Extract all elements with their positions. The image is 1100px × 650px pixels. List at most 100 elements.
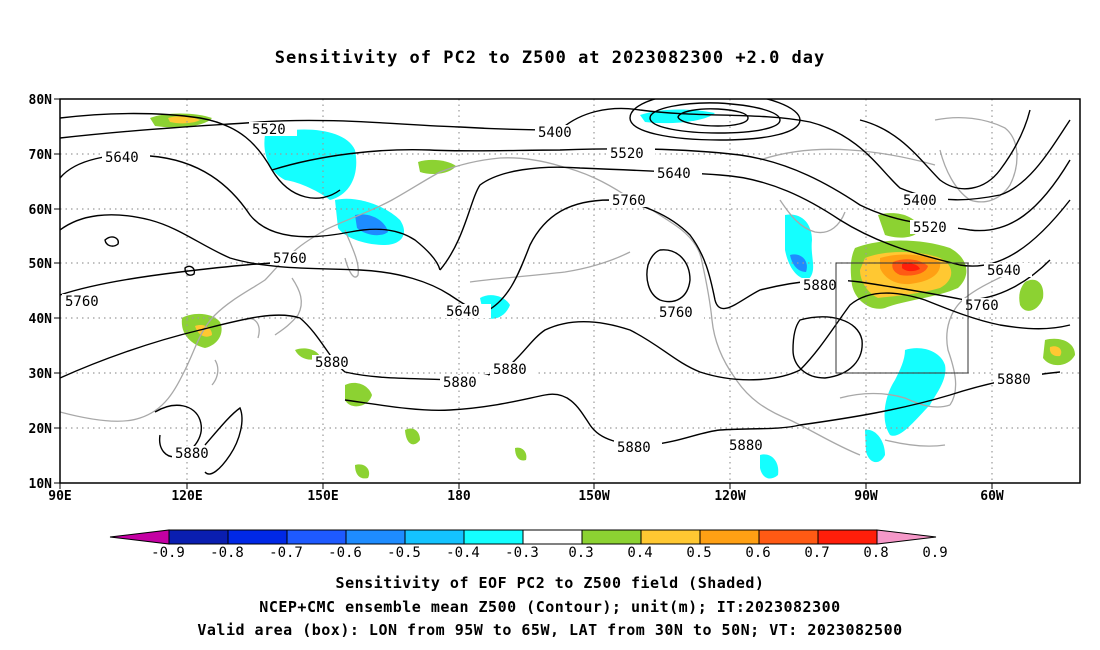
colorbar-label: -0.3 <box>505 545 539 561</box>
contour-5880-sw <box>154 404 202 458</box>
contour-label: 5880 <box>617 440 651 456</box>
positive-region-east <box>1019 279 1044 311</box>
contour-label: 5520 <box>252 122 286 138</box>
contour-label: 5880 <box>443 375 477 391</box>
caption-line-2: NCEP+CMC ensemble mean Z500 (Contour); u… <box>259 598 841 616</box>
contour-label: 5760 <box>65 294 99 310</box>
contour-label: 5760 <box>612 193 646 209</box>
lat-tick-label: 40N <box>29 312 53 327</box>
coastline-hudson <box>779 199 846 234</box>
contour-label: 5640 <box>446 304 480 320</box>
colorbar-arrow-left <box>109 529 170 545</box>
colorbar-label: 0.7 <box>804 545 829 561</box>
sensitivity-shading <box>150 109 1075 479</box>
lon-tick-label: 180 <box>447 489 471 504</box>
contour-label: 5640 <box>657 166 691 182</box>
contour-label: 5880 <box>997 372 1031 388</box>
lon-tick-label: 60W <box>980 489 1004 504</box>
contour-5880-east <box>799 292 1071 371</box>
contour-5400 <box>60 119 561 139</box>
colorbar-labels: -0.9 -0.8 -0.7 -0.6 -0.5 -0.4 -0.3 0.3 0… <box>151 545 948 561</box>
colorbar-label: -0.7 <box>269 545 303 561</box>
contour-small-closed <box>104 236 119 247</box>
colorbar-box <box>286 529 347 545</box>
colorbar-box <box>817 529 878 545</box>
contour-label: 5880 <box>315 355 349 371</box>
lat-tick-label: 80N <box>29 93 53 108</box>
colorbar-box <box>345 529 406 545</box>
map-title: Sensitivity of PC2 to Z500 at 2023082300… <box>274 48 826 68</box>
lon-tick-labels: 90E 120E 150E 180 150W 120W 90W 60W <box>48 489 1004 504</box>
contour-5760-mid <box>484 199 1051 313</box>
coastline-caribbean <box>884 439 946 447</box>
contour-label: 5640 <box>987 263 1021 279</box>
contour-east-5400 <box>859 109 1031 190</box>
colorbar-box <box>168 529 229 545</box>
colorbar-label: 0.6 <box>745 545 770 561</box>
contour-label: 5520 <box>610 146 644 162</box>
contour-polar-low-core <box>677 108 749 127</box>
colorbar-label: 0.3 <box>568 545 593 561</box>
lon-tick-label: 150W <box>578 489 609 504</box>
positive-region-pacific <box>355 464 370 479</box>
lat-tick-label: 70N <box>29 148 53 163</box>
coastline-siberia <box>324 157 561 231</box>
positive-region-pacific <box>515 447 527 461</box>
positive-region-canada <box>878 213 920 238</box>
negative-region-pacific <box>264 129 357 200</box>
caption-line-1: Sensitivity of EOF PC2 to Z500 field (Sh… <box>335 574 765 592</box>
contour-label: 5880 <box>729 438 763 454</box>
coastline-gulf <box>839 392 951 408</box>
colorbar-label: -0.5 <box>387 545 421 561</box>
contour-5880-closed <box>792 316 863 379</box>
contour-5880-west <box>60 314 451 381</box>
lat-tick-label: 10N <box>29 477 53 492</box>
lat-tick-label: 30N <box>29 367 53 382</box>
coastline-na-west <box>701 261 861 456</box>
contour-5520-mid <box>271 148 1071 232</box>
negative-region-gulf <box>884 348 946 436</box>
colorbar-box <box>758 529 819 545</box>
lon-tick-label: 150E <box>307 489 338 504</box>
lat-tick-label: 60N <box>29 203 53 218</box>
contour-label: 5640 <box>105 150 139 166</box>
contour-5640-mid <box>439 166 1071 271</box>
colorbar-box <box>699 529 760 545</box>
coastline-greenland <box>934 116 1018 203</box>
positive-region-pacific <box>405 428 420 445</box>
coastline-japan <box>274 277 302 336</box>
contour-polar-low-inner <box>649 102 781 134</box>
colorbar-label: 0.8 <box>863 545 888 561</box>
colorbar-label: 0.5 <box>686 545 711 561</box>
contour-label: 5760 <box>273 251 307 267</box>
negative-region-alaska <box>640 109 715 124</box>
contour-small-closed <box>184 265 196 276</box>
lon-tick-label: 120W <box>714 489 745 504</box>
colorbar-label: -0.8 <box>210 545 244 561</box>
contour-label: 5760 <box>659 305 693 321</box>
contour-5400-mid <box>559 107 1071 201</box>
lat-tick-labels: 80N 70N 60N 50N 40N 30N 20N 10N <box>29 93 53 492</box>
coastline-aleutians <box>469 251 631 283</box>
caption-line-3: Valid area (box): LON from 95W to 65W, L… <box>197 621 903 639</box>
contour-5760-closed <box>646 249 691 303</box>
coastline-taiwan <box>211 359 219 386</box>
negative-region-mexico <box>760 454 779 479</box>
positive-region-atlantic-max <box>902 263 920 272</box>
contour-label: 5520 <box>913 220 947 236</box>
colorbar-box <box>227 529 288 545</box>
contour-5880-sw2 <box>204 406 243 475</box>
colorbar-boxes <box>109 529 937 545</box>
valid-area-box <box>835 262 969 374</box>
lon-tick-label: 90W <box>854 489 878 504</box>
contour-label: 5400 <box>538 125 572 141</box>
colorbar-label: -0.6 <box>328 545 362 561</box>
contour-5760-west <box>60 214 486 313</box>
coastline-na-east <box>946 269 1016 406</box>
lon-tick-label: 90E <box>48 489 71 504</box>
contour-label-group: 5520 5640 5760 5760 5400 5520 5640 5760 … <box>62 122 1042 462</box>
colorbar-label: 0.9 <box>922 545 947 561</box>
colorbar-label: -0.9 <box>151 545 185 561</box>
coastline-kamchatka <box>344 229 359 278</box>
